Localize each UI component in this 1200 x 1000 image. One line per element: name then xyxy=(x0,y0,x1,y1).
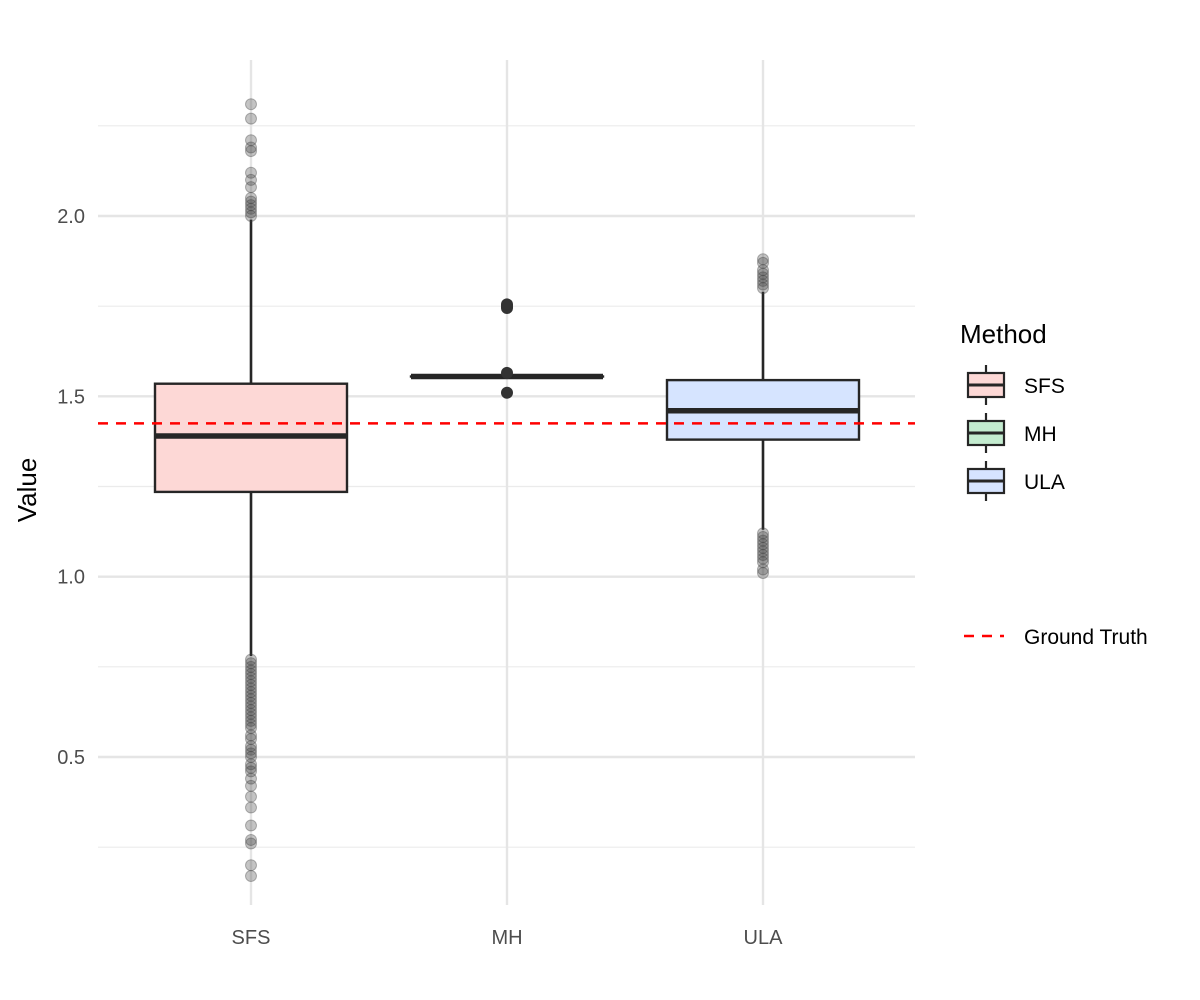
outlier-point xyxy=(757,530,769,543)
outlier-point xyxy=(245,693,257,706)
outlier-point xyxy=(245,740,257,753)
legend-key-sfs: SFS xyxy=(966,365,1065,405)
y-tick-label: 0.5 xyxy=(57,747,85,769)
outlier-point xyxy=(757,278,769,291)
outlier-point xyxy=(757,267,769,280)
x-tick-label: MH xyxy=(491,927,522,949)
outlier-point xyxy=(245,134,257,147)
outlier-point xyxy=(757,534,769,547)
outlier-point xyxy=(757,567,769,580)
outlier-point xyxy=(757,274,769,287)
outlier-point xyxy=(501,366,513,379)
boxes xyxy=(153,98,861,883)
outlier-point xyxy=(245,790,257,803)
outlier-point xyxy=(245,678,257,691)
outlier-point xyxy=(757,563,769,576)
y-tick-label: 2.0 xyxy=(57,206,85,228)
outlier-point xyxy=(245,191,257,204)
outlier-point xyxy=(757,282,769,295)
outlier-point xyxy=(757,538,769,551)
outlier-point xyxy=(245,173,257,186)
outlier-point xyxy=(245,833,257,846)
outlier-point xyxy=(245,743,257,756)
outlier-point xyxy=(757,541,769,554)
outlier-point xyxy=(245,675,257,688)
y-tick-label: 1.5 xyxy=(57,386,85,408)
legend: Method SFS MH ULA Ground Truth xyxy=(960,319,1148,649)
outlier-point xyxy=(245,761,257,774)
outlier-point xyxy=(245,765,257,778)
outlier-point xyxy=(245,870,257,883)
outlier-point xyxy=(245,682,257,695)
outlier-point xyxy=(245,141,257,154)
x-tick-label: ULA xyxy=(744,927,784,949)
outlier-point xyxy=(245,653,257,666)
outlier-point xyxy=(245,199,257,212)
outlier-point xyxy=(245,859,257,872)
outlier-point xyxy=(245,660,257,673)
box-group-ula xyxy=(665,253,861,580)
outlier-point xyxy=(245,700,257,713)
outlier-point xyxy=(245,722,257,735)
outlier-point xyxy=(245,145,257,158)
legend-title: Method xyxy=(960,319,1047,349)
outlier-point xyxy=(245,837,257,850)
outlier-point xyxy=(245,202,257,215)
outlier-point xyxy=(245,819,257,832)
box-group-sfs xyxy=(153,98,349,883)
outlier-point xyxy=(757,545,769,558)
outlier-point xyxy=(245,686,257,699)
legend-ground-truth-label: Ground Truth xyxy=(1024,626,1148,649)
outlier-point xyxy=(245,112,257,125)
outlier-point xyxy=(757,552,769,565)
outlier-point xyxy=(245,751,257,763)
outlier-point xyxy=(245,195,257,208)
outlier-point xyxy=(245,704,257,717)
legend-key-mh: MH xyxy=(966,413,1057,453)
outlier-point xyxy=(245,732,257,745)
outlier-point xyxy=(245,206,257,219)
legend-label: ULA xyxy=(1024,471,1065,494)
axes: 0.5 1.0 1.5 2.0 SFS MH ULA xyxy=(57,206,783,949)
outlier-point xyxy=(757,256,769,269)
outlier-point xyxy=(245,779,257,792)
legend-key-ula: ULA xyxy=(966,461,1065,501)
outlier-point xyxy=(245,718,257,731)
outlier-point xyxy=(245,671,257,684)
outlier-point xyxy=(757,264,769,277)
x-tick-label: SFS xyxy=(232,927,271,949)
outlier-point xyxy=(245,772,257,785)
outlier-point xyxy=(245,664,257,677)
legend-label: MH xyxy=(1024,423,1057,446)
outlier-point xyxy=(501,298,513,311)
outlier-point xyxy=(245,166,257,179)
outlier-point xyxy=(757,556,769,569)
legend-label: SFS xyxy=(1024,375,1065,398)
outlier-point xyxy=(245,98,257,111)
outlier-point xyxy=(245,801,257,814)
outlier-point xyxy=(245,689,257,702)
outlier-point xyxy=(757,253,769,266)
outlier-point xyxy=(245,714,257,727)
outlier-point xyxy=(757,271,769,284)
outlier-point xyxy=(245,657,257,670)
outlier-point xyxy=(245,668,257,681)
outlier-point xyxy=(245,747,257,760)
outlier-point xyxy=(245,729,257,742)
outlier-point xyxy=(245,758,257,771)
outlier-point xyxy=(245,711,257,724)
outlier-point xyxy=(245,181,257,194)
y-axis-title: Value xyxy=(12,458,42,523)
outlier-point xyxy=(245,210,257,222)
outlier-point xyxy=(757,549,769,562)
y-tick-label: 1.0 xyxy=(57,567,85,589)
outlier-point xyxy=(757,527,769,540)
outlier-point xyxy=(501,386,513,399)
box-group-mh xyxy=(409,298,605,399)
outlier-point xyxy=(245,696,257,709)
outlier-point xyxy=(245,707,257,720)
